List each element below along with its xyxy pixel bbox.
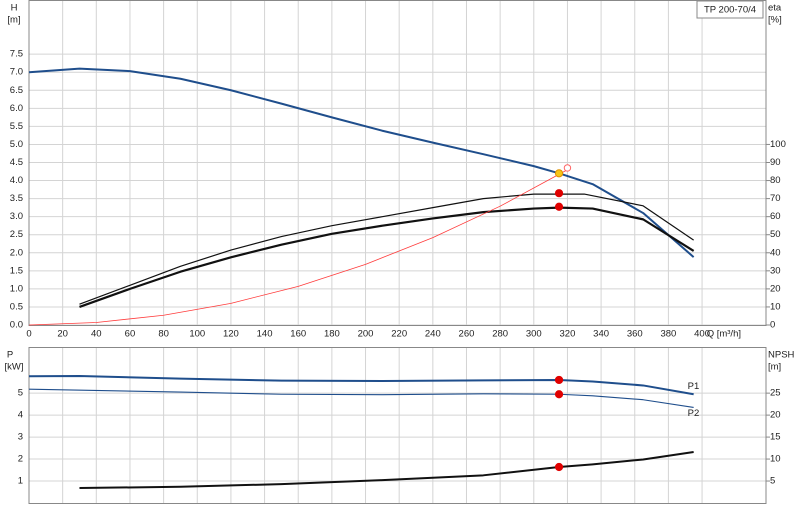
x-tick-label: 0 (26, 329, 31, 340)
y-axis-label: P (7, 350, 13, 361)
y-tick-label: 1.5 (10, 265, 23, 276)
x-tick-label: 320 (560, 329, 576, 340)
operating-point (554, 202, 564, 211)
y-tick-label: 0.0 (10, 320, 23, 331)
x-tick-label: 200 (358, 329, 374, 340)
y2-tick-label: 20 (770, 410, 781, 421)
x-tick-label: 380 (660, 329, 676, 340)
y2-tick-label: 80 (770, 175, 781, 186)
curve (79, 451, 694, 490)
x-tick-label: 40 (91, 329, 102, 340)
y2-tick-label: 20 (770, 283, 781, 294)
y2-tick-label: 100 (770, 139, 786, 150)
y-tick-label: 5 (18, 388, 23, 399)
y-axis-unit: [kW] (5, 362, 24, 373)
chart-title: TP 200-70/4 (704, 5, 756, 16)
x-tick-label: 80 (158, 329, 169, 340)
curve (28, 375, 694, 396)
x-tick-label: 260 (459, 329, 475, 340)
y2-tick-label: 40 (770, 247, 781, 258)
y-axis-unit: [m] (7, 15, 20, 26)
x-tick-label: 280 (492, 329, 508, 340)
curve (28, 388, 694, 408)
x-tick-label: 100 (189, 329, 205, 340)
x-tick-label: 220 (391, 329, 407, 340)
y-tick-label: 4.0 (10, 175, 23, 186)
x-tick-label: 360 (627, 329, 643, 340)
operating-point (554, 189, 564, 198)
y2-tick-label: 90 (770, 157, 781, 168)
series-label: P2 (688, 408, 700, 419)
x-axis-label: Q [m³/h] (707, 329, 741, 340)
plot-frame (28, 347, 767, 504)
series-label: P1 (688, 381, 700, 392)
x-tick-label: 400 (694, 329, 710, 340)
operating-point (554, 169, 564, 178)
y2-axis-unit: [%] (768, 15, 782, 26)
x-tick-label: 300 (526, 329, 542, 340)
y-tick-label: 0.5 (10, 301, 23, 312)
y2-tick-label: 70 (770, 193, 781, 204)
plot-frame (28, 0, 767, 326)
y-tick-label: 3 (18, 432, 23, 443)
y-tick-label: 1 (18, 476, 23, 487)
y-tick-label: 2 (18, 454, 23, 465)
curve (28, 67, 695, 258)
x-tick-label: 20 (57, 329, 68, 340)
y2-tick-label: 0 (770, 320, 775, 331)
operating-point (554, 390, 564, 399)
y-tick-label: 6.5 (10, 85, 23, 96)
y2-axis-unit: [m] (768, 362, 781, 373)
y-tick-label: 7.0 (10, 67, 23, 78)
y-axis-label: H (11, 3, 18, 14)
y-tick-label: 4 (18, 410, 23, 421)
x-tick-label: 180 (324, 329, 340, 340)
y2-axis-label: NPSH (768, 350, 795, 361)
y2-axis-label: eta (768, 3, 782, 14)
y-tick-label: 5.0 (10, 139, 23, 150)
y2-tick-label: 60 (770, 211, 781, 222)
y-tick-label: 2.0 (10, 247, 23, 258)
y-tick-label: 5.5 (10, 121, 23, 132)
y2-tick-label: 10 (770, 454, 781, 465)
y2-tick-label: 5 (770, 476, 775, 487)
x-tick-label: 160 (290, 329, 306, 340)
y-tick-label: 3.0 (10, 211, 23, 222)
y2-tick-label: 25 (770, 388, 781, 399)
x-tick-label: 140 (257, 329, 273, 340)
curve (79, 193, 694, 305)
operating-point (554, 462, 564, 472)
y2-tick-label: 10 (770, 301, 781, 312)
y-tick-label: 1.0 (10, 283, 23, 294)
y-tick-label: 7.5 (10, 49, 23, 60)
curve (79, 206, 695, 308)
x-tick-label: 340 (593, 329, 609, 340)
curve (28, 169, 568, 326)
y2-tick-label: 50 (770, 229, 781, 240)
x-tick-label: 60 (125, 329, 136, 340)
operating-point (554, 375, 564, 385)
y-tick-label: 4.5 (10, 157, 23, 168)
title-box (696, 0, 764, 19)
y2-tick-label: 15 (770, 432, 781, 443)
operating-point (563, 164, 572, 172)
y-tick-label: 2.5 (10, 229, 23, 240)
x-tick-label: 120 (223, 329, 239, 340)
y-tick-label: 6.0 (10, 103, 23, 114)
x-tick-label: 240 (425, 329, 441, 340)
y2-tick-label: 30 (770, 265, 781, 276)
y-tick-label: 3.5 (10, 193, 23, 204)
